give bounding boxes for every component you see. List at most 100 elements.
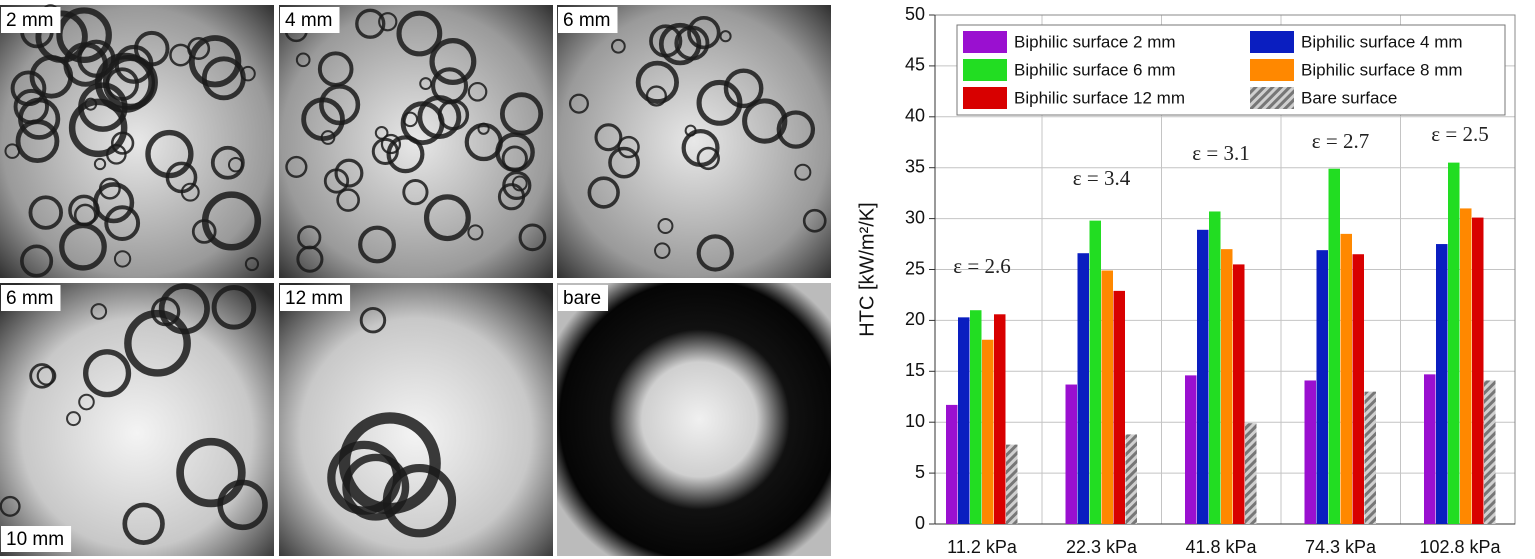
- x-tick-label: 22.3 kPa: [1066, 537, 1138, 557]
- bubble: [794, 163, 812, 181]
- bubble: [696, 146, 720, 171]
- bar: [1233, 264, 1245, 524]
- bubble: [501, 145, 528, 172]
- bubble: [66, 411, 81, 427]
- bubble: [18, 97, 61, 140]
- bubble: [35, 10, 88, 63]
- y-tick-label: 0: [915, 513, 925, 533]
- bubble: [20, 244, 54, 278]
- bubble: [201, 191, 262, 251]
- bubble: [776, 110, 816, 149]
- bubble: [83, 349, 132, 398]
- bubble: [419, 77, 433, 91]
- bubble: [84, 97, 98, 111]
- photo-panel: 2 mm: [0, 4, 274, 278]
- photo-label-box: [1, 285, 61, 311]
- bubble: [467, 81, 488, 102]
- bar: [1328, 168, 1340, 524]
- y-tick-label: 50: [905, 4, 925, 24]
- x-tick-label: 74.3 kPa: [1305, 537, 1377, 557]
- bubble: [594, 123, 623, 152]
- y-tick-label: 30: [905, 207, 925, 227]
- bar: [1113, 290, 1125, 524]
- bubble: [295, 52, 311, 68]
- legend-swatch: [1250, 87, 1294, 109]
- bubble: [28, 195, 63, 230]
- bubble: [336, 188, 360, 212]
- bubble: [374, 126, 389, 140]
- bubble: [518, 223, 547, 252]
- bubble: [244, 256, 260, 272]
- legend-label: Biphilic surface 2 mm: [1014, 32, 1176, 51]
- photo-label-box: [280, 285, 351, 311]
- bubble: [402, 179, 429, 206]
- bubble: [285, 155, 308, 179]
- bubble: [338, 412, 441, 515]
- bubble: [355, 8, 386, 39]
- bar: [1006, 444, 1018, 524]
- bubble: [396, 10, 443, 57]
- photo-label: 2 mm: [6, 10, 54, 31]
- annotation: ε = 2.5: [1431, 122, 1488, 146]
- photo-label-box: [558, 7, 618, 33]
- bubble: [681, 129, 720, 168]
- bubble: [36, 365, 57, 386]
- photo-panel: 12 mm: [279, 283, 553, 556]
- bubble: [610, 38, 626, 54]
- bar: [1460, 208, 1472, 525]
- annotation: ε = 3.4: [1073, 166, 1131, 190]
- legend-box: [956, 24, 1506, 116]
- bar: [1352, 254, 1364, 525]
- bubble: [386, 135, 425, 174]
- legend-swatch: [1250, 59, 1294, 81]
- legend-label: Bare surface: [1301, 88, 1397, 107]
- bubble: [380, 133, 402, 155]
- bubble: [423, 194, 471, 242]
- bubble: [327, 440, 402, 515]
- legend-label: Biphilic surface 4 mm: [1301, 32, 1463, 51]
- bar: [1185, 375, 1197, 524]
- annotation: ε = 3.1: [1192, 141, 1249, 165]
- bubble: [723, 68, 764, 109]
- bubble: [301, 97, 345, 142]
- photo-label-box: [558, 285, 609, 311]
- bubble: [13, 88, 49, 125]
- legend-label: Biphilic surface 6 mm: [1014, 60, 1176, 79]
- x-tick-label: 11.2 kPa: [947, 537, 1018, 557]
- bubble: [105, 67, 139, 101]
- y-tick-label: 25: [905, 258, 925, 278]
- bubble: [617, 135, 640, 159]
- bar: [1125, 434, 1137, 524]
- y-tick-label: 35: [905, 156, 925, 176]
- photo-panel: 4 mm: [279, 5, 553, 278]
- legend-swatch: [963, 31, 1007, 53]
- bubble: [93, 182, 135, 224]
- annotation: ε = 2.6: [953, 254, 1010, 278]
- bubble: [0, 495, 21, 517]
- legend-swatch: [963, 87, 1007, 109]
- bubble: [124, 309, 191, 377]
- photo-panel: 6 mm 10 mm: [0, 283, 274, 556]
- bar: [1209, 211, 1221, 524]
- bubble: [687, 15, 721, 50]
- bubble: [654, 242, 671, 259]
- bubble: [742, 98, 788, 144]
- photo-grid: 2 mm 4 mm 6 mm 6 mm 10 mm 12 mm bare: [0, 4, 831, 556]
- bubble: [674, 25, 710, 61]
- bar: [1472, 217, 1484, 524]
- bar: [1245, 423, 1257, 524]
- photo-panel: bare: [557, 283, 831, 556]
- bar: [982, 339, 994, 524]
- bar: [958, 317, 970, 524]
- bubble: [188, 35, 242, 88]
- bubble: [429, 38, 477, 85]
- bubble: [73, 203, 97, 227]
- photo-label: 10 mm: [6, 529, 64, 550]
- annotation: ε = 2.7: [1312, 129, 1369, 153]
- bar: [1436, 244, 1448, 525]
- y-tick-label: 45: [905, 55, 925, 75]
- y-tick-label: 40: [905, 106, 925, 126]
- x-tick-label: 102.8 kPa: [1419, 537, 1501, 557]
- chart: 0 5 10 15 20 25 30 35 40 45 50 11.2 kPa 22.3 kPa 41.8…: [856, 4, 1516, 557]
